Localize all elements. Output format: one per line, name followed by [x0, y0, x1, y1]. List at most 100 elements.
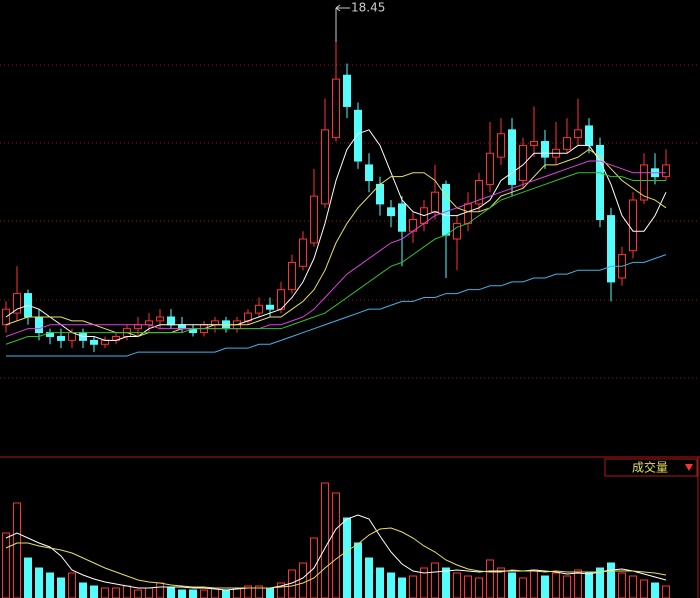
candle-body	[563, 137, 571, 150]
volume-bar	[68, 572, 76, 598]
volume-bar	[145, 587, 153, 598]
volume-bar	[607, 562, 615, 598]
candle-body	[13, 293, 21, 314]
volume-bar	[343, 517, 351, 598]
candle-body	[134, 324, 142, 330]
volume-bar	[442, 567, 450, 598]
volume-bar	[255, 585, 263, 598]
volume-bar	[277, 582, 285, 598]
volume-bar	[486, 559, 494, 598]
candle-body	[332, 78, 340, 139]
candle-body	[354, 109, 362, 162]
volume-bar	[475, 577, 483, 598]
volume-bar	[101, 587, 109, 598]
grid	[0, 64, 700, 379]
volume-bar	[552, 572, 560, 598]
volume-bar	[574, 569, 582, 598]
candle-body	[497, 133, 505, 158]
volume-bar	[46, 572, 54, 598]
candle-body	[585, 125, 593, 146]
ma-line	[5, 129, 667, 341]
volume-bar	[244, 585, 252, 598]
volume-bar	[409, 575, 417, 598]
candle-body	[156, 316, 164, 322]
volume-bar	[266, 587, 274, 598]
indicator-box[interactable]	[604, 458, 698, 477]
candle-body	[486, 152, 494, 185]
volume-bar	[365, 557, 373, 598]
candle-body	[101, 339, 109, 345]
volume-bar	[222, 589, 230, 598]
candle-body	[321, 129, 329, 205]
volume-bar	[420, 567, 428, 598]
candle-body	[607, 215, 615, 283]
candle-body	[343, 74, 351, 107]
volume-bar	[563, 575, 571, 598]
ma-line	[5, 514, 667, 591]
candle-body	[541, 141, 549, 158]
volume-bar	[178, 589, 186, 598]
candle-body	[398, 203, 406, 232]
volume-bar	[618, 572, 626, 598]
volume-bar	[585, 572, 593, 598]
candle-body	[365, 164, 373, 182]
volume-bar	[497, 567, 505, 598]
candle-body	[640, 164, 648, 201]
annotation-arrow	[335, 4, 350, 12]
volume-bar	[90, 585, 98, 598]
volume-bar	[167, 587, 175, 598]
volume-bar	[508, 572, 516, 598]
volume-bar	[530, 569, 538, 598]
candle-body	[475, 180, 483, 205]
volume-bar	[629, 575, 637, 598]
ma-line	[5, 148, 667, 338]
volume-bar	[398, 577, 406, 598]
volume-bar	[332, 492, 340, 598]
candle-body	[255, 304, 263, 314]
candle-body	[266, 304, 274, 310]
candle-body	[288, 261, 296, 291]
volume-bar	[123, 585, 131, 598]
dropdown-arrow[interactable]	[685, 464, 693, 471]
volume-bar	[464, 575, 472, 598]
candle-body	[387, 207, 395, 217]
price-panel: 18.45	[2, 1, 670, 357]
candle-body	[508, 129, 516, 185]
volume-bar	[541, 575, 549, 598]
volume-bar	[453, 572, 461, 598]
volume-bar	[299, 562, 307, 598]
candle-body	[519, 144, 527, 182]
candle-body	[662, 164, 670, 178]
volume-bar	[57, 577, 65, 598]
volume-bar	[519, 577, 527, 598]
volume-bar	[387, 572, 395, 598]
candle-body	[453, 222, 461, 240]
candle-body	[211, 320, 219, 326]
candle-body	[596, 144, 604, 221]
ma-line	[6, 254, 667, 357]
volume-bar	[662, 585, 670, 598]
volume-bar	[13, 502, 21, 598]
candle-body	[310, 195, 318, 244]
candle-body	[299, 238, 307, 267]
volume-bar	[596, 567, 604, 598]
candle-body	[167, 316, 175, 326]
candle-body	[629, 199, 637, 252]
volume-bar	[640, 579, 648, 598]
volume-bar	[79, 582, 87, 598]
volume-bar	[651, 582, 659, 598]
volume-bar	[134, 589, 142, 598]
volume-bar	[189, 589, 197, 598]
candle-body	[35, 316, 43, 334]
volume-bar	[35, 567, 43, 598]
volume-bar	[156, 582, 164, 598]
ma-line	[5, 527, 667, 589]
volume-bar	[112, 587, 120, 598]
high-annotation: 18.45	[351, 1, 385, 15]
volume-panel	[2, 482, 670, 598]
candle-body	[178, 324, 186, 330]
volume-bar	[321, 482, 329, 598]
candle-body	[530, 141, 538, 146]
volume-bar	[431, 562, 439, 598]
